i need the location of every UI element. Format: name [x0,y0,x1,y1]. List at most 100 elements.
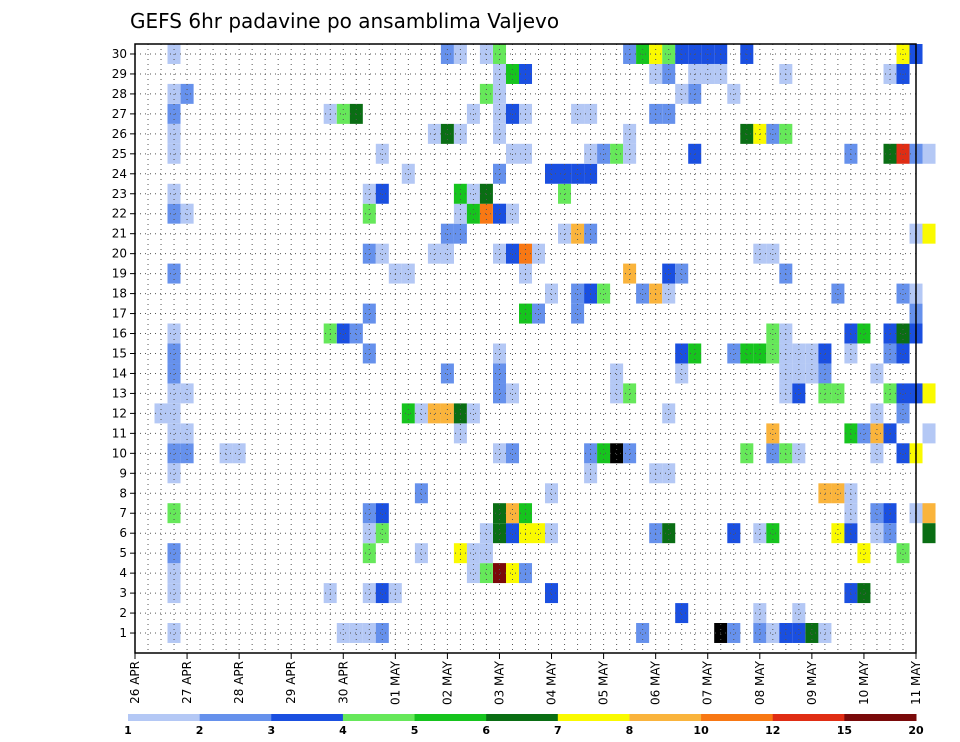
heatmap-cell [727,523,741,544]
heatmap-cell [662,463,676,484]
colorbar-swatch [199,714,272,721]
heatmap-cell [610,143,624,164]
heatmap-cell [571,283,585,304]
heatmap-cell [857,423,871,444]
heatmap-cell [766,123,780,144]
heatmap-cell [167,423,181,444]
heatmap-cell [167,363,181,384]
heatmap-cell [662,103,676,124]
y-tick-label: 7 [119,506,127,520]
colorbar-label: 6 [482,724,490,737]
heatmap-cell [493,363,507,384]
y-tick-label: 3 [119,586,127,600]
heatmap-cell [727,623,741,643]
heatmap-cell [558,163,572,184]
heatmap-cell [493,123,507,144]
heatmap-cell [414,483,428,504]
heatmap-cell [753,623,767,643]
heatmap-cell [831,523,845,544]
heatmap-cell [636,623,650,643]
colorbar-label: 1 [124,724,132,737]
x-tick-label: 29 APR [284,661,298,704]
heatmap-cell [506,103,520,124]
heatmap-cell [440,403,454,424]
heatmap-cell [479,523,493,544]
y-tick-label: 1 [119,626,127,640]
heatmap-cell [896,143,910,164]
heatmap-cell [675,83,689,104]
x-tick-label: 06 MAY [649,660,663,705]
heatmap-cell [831,483,845,504]
heatmap-cell [427,123,441,144]
heatmap-cell [479,83,493,104]
heatmap-cell [571,223,585,244]
colorbar-label: 5 [411,724,419,737]
heatmap-cell [766,623,780,643]
colorbar-swatch [629,714,702,721]
heatmap-cell [401,263,415,284]
colorbar-swatch [342,714,416,721]
heatmap-cell [167,343,181,364]
x-tick-label: 27 APR [180,661,194,704]
heatmap-cell [440,123,454,144]
heatmap-cell [493,383,507,404]
y-tick-label: 22 [112,207,127,221]
heatmap-cell [896,323,910,344]
x-tick-label: 05 MAY [597,660,611,705]
colorbar-swatch [414,714,487,721]
heatmap-cell [493,243,507,264]
heatmap-cell [675,603,689,624]
heatmap-cell [375,243,389,264]
heatmap-cell [545,523,559,544]
heatmap-cell [401,163,415,184]
heatmap-cell [479,543,493,564]
y-tick-label: 6 [119,526,127,540]
heatmap-cell [167,563,181,584]
heatmap-cell [857,583,871,604]
heatmap-cell [545,583,559,604]
heatmap-cell [740,44,754,64]
heatmap-cell [818,363,832,384]
heatmap-cell [896,283,910,304]
colorbar-label: 4 [339,724,347,737]
heatmap-cell [440,44,454,64]
heatmap-cell [362,623,376,643]
heatmap-cell [662,263,676,284]
heatmap-cell [493,44,507,64]
heatmap-cell [792,623,806,643]
heatmap-cell [440,223,454,244]
heatmap-cell [180,443,194,464]
heatmap-cell [922,423,936,444]
colorbar-swatch [772,714,845,721]
y-tick-label: 21 [112,227,127,241]
heatmap-cell [571,163,585,184]
heatmap-cell [662,403,676,424]
heatmap-cell [571,103,585,124]
heatmap-cell [427,243,441,264]
heatmap-cell [506,443,520,464]
heatmap-cell [792,363,806,384]
heatmap-cell [167,383,181,404]
heatmap-cell [506,203,520,224]
y-tick-label: 19 [112,267,127,281]
y-tick-label: 23 [112,187,127,201]
heatmap-cell [870,503,884,524]
colorbar-label: 2 [196,724,204,737]
y-tick-label: 10 [112,446,127,460]
heatmap-cell [440,243,454,264]
heatmap-cell [766,423,780,444]
heatmap-cell [753,523,767,544]
heatmap-cell [167,143,181,164]
heatmap-cell [493,563,507,584]
heatmap-cell [727,83,741,104]
heatmap-cell [922,383,936,404]
heatmap-cell [349,623,363,643]
x-tick-label: 30 APR [336,661,350,704]
heatmap-cell [349,103,363,124]
heatmap-cell [753,603,767,624]
heatmap-cell [466,203,480,224]
heatmap-cell [792,603,806,624]
heatmap-cell [167,183,181,204]
y-tick-label: 14 [112,366,127,380]
heatmap-cell [167,583,181,604]
